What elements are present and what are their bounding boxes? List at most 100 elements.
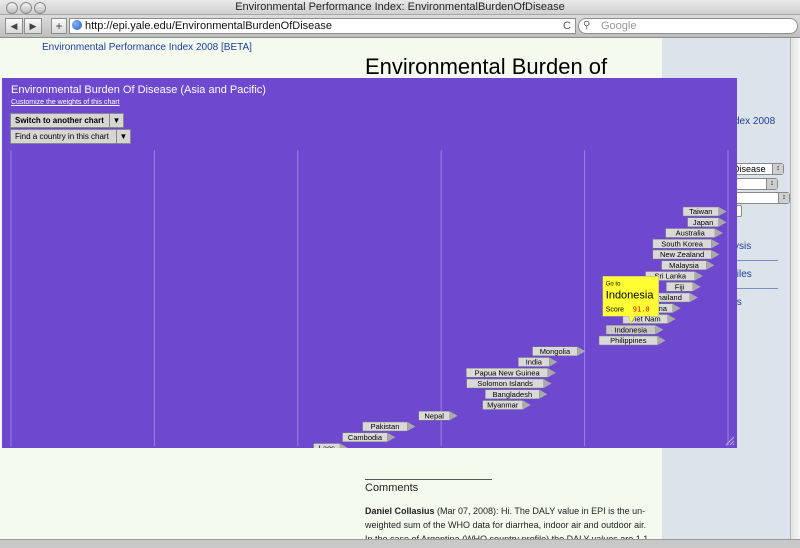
country-label: Indonesia bbox=[615, 325, 648, 334]
search-placeholder: Google bbox=[601, 20, 637, 32]
customize-weights-link[interactable]: Customize the weights of this chart bbox=[11, 99, 120, 106]
country-pointer bbox=[577, 346, 586, 356]
country-marker[interactable]: South Korea bbox=[652, 239, 720, 249]
minimize-window-icon[interactable] bbox=[20, 2, 32, 14]
sidebar-link-epi[interactable]: dex 2008 bbox=[734, 116, 776, 127]
forward-button[interactable]: ▶ bbox=[24, 18, 42, 34]
back-button[interactable]: ◀ bbox=[5, 18, 23, 34]
zoom-window-icon[interactable] bbox=[34, 2, 46, 14]
country-pointer bbox=[718, 217, 727, 227]
site-home-link[interactable]: Environmental Performance Index 2008 [BE… bbox=[42, 42, 252, 53]
tooltip-box bbox=[602, 276, 660, 325]
dropdown-arrow-icon: ▼ bbox=[109, 114, 123, 127]
country-label: Myanmar bbox=[487, 401, 519, 410]
country-marker[interactable]: Solomon Islands bbox=[466, 378, 552, 389]
country-marker[interactable]: Cambodia bbox=[342, 432, 396, 442]
forward-icon: ▶ bbox=[29, 21, 37, 31]
sidebar-link-downloads[interactable]: ts bbox=[734, 297, 742, 308]
window-titlebar: Environmental Performance Index: Environ… bbox=[0, 0, 800, 15]
country-marker[interactable]: Japan bbox=[687, 217, 727, 227]
country-marker[interactable]: Fiji bbox=[666, 282, 701, 292]
indicator-select[interactable]: Disease ↕ bbox=[732, 163, 784, 175]
switch-chart-button[interactable]: Switch to another chart ▼ bbox=[10, 113, 124, 128]
country-label: Japan bbox=[693, 218, 713, 227]
sidebar-link-profiles[interactable]: files bbox=[734, 269, 752, 280]
country-label: India bbox=[526, 358, 543, 367]
close-window-icon[interactable] bbox=[6, 2, 18, 14]
sidebar-divider bbox=[734, 260, 778, 261]
country-pointer bbox=[706, 260, 715, 270]
country-marker[interactable]: Mongolia bbox=[532, 346, 586, 356]
country-label: Viet Nam bbox=[630, 315, 661, 324]
country-label: Bangladesh bbox=[493, 390, 533, 399]
add-bookmark-button[interactable]: + bbox=[51, 18, 67, 34]
country-label: Taiwan bbox=[689, 207, 712, 216]
country-pointer bbox=[547, 368, 556, 378]
country-label-box[interactable] bbox=[313, 443, 341, 449]
window-title: Environmental Performance Index: Environ… bbox=[235, 1, 565, 13]
country-marker[interactable]: Myanmar bbox=[482, 400, 531, 410]
indicator-select-value: Disease bbox=[733, 164, 766, 174]
country-label-box[interactable] bbox=[342, 432, 388, 442]
country-tooltip[interactable]: Go to Indonesia Score 91.0 bbox=[602, 276, 660, 325]
chart-canvas: 020406080100COUNTRY SCORESLaosCambodiaPa… bbox=[10, 150, 729, 449]
country-marker[interactable]: New Zealand bbox=[652, 249, 720, 260]
find-country-button[interactable]: Find a country in this chart ▼ bbox=[10, 129, 131, 144]
tooltip-score-label: Score bbox=[606, 306, 624, 313]
country-label: Cambodia bbox=[348, 433, 383, 442]
country-marker[interactable]: Australia bbox=[665, 228, 723, 238]
country-pointer bbox=[714, 228, 723, 238]
comment-text: Daniel Collasius (Mar 07, 2008): Hi. The… bbox=[365, 504, 650, 539]
country-marker[interactable]: Papua New Guinea bbox=[466, 368, 556, 378]
resize-handle-icon[interactable] bbox=[723, 434, 735, 446]
search-input[interactable]: ⚲ Google bbox=[578, 18, 798, 34]
country-pointer bbox=[655, 325, 664, 335]
country-label: Sri Lanka bbox=[654, 272, 687, 281]
country-label: Fiji bbox=[675, 282, 685, 291]
dropdown-arrow-icon: ▼ bbox=[116, 130, 130, 143]
country-label: Nepal bbox=[424, 411, 444, 420]
country-label: Malaysia bbox=[669, 261, 699, 270]
browser-toolbar: ◀ ▶ + http://epi.yale.edu/EnvironmentalB… bbox=[0, 15, 800, 38]
reload-icon[interactable]: C bbox=[563, 20, 571, 32]
tooltip-score-value: 91.0 bbox=[633, 305, 650, 313]
country-pointer bbox=[387, 432, 396, 442]
chart-title: Environmental Burden Of Disease (Asia an… bbox=[11, 84, 266, 96]
country-pointer bbox=[449, 411, 458, 421]
country-pointer bbox=[692, 282, 701, 292]
country-label: New Zealand bbox=[660, 250, 704, 259]
country-pointer bbox=[711, 250, 720, 259]
select-arrow-icon: ↕ bbox=[772, 164, 783, 174]
country-marker[interactable]: Pakistan bbox=[362, 421, 416, 432]
region-select[interactable]: ↕ bbox=[732, 178, 778, 190]
country-marker[interactable]: Nepal bbox=[418, 411, 458, 421]
country-marker[interactable]: Philippines bbox=[598, 335, 666, 346]
country-pointer bbox=[539, 389, 548, 399]
country-pointer bbox=[407, 422, 416, 431]
sidebar-link-analysis[interactable]: ysis bbox=[734, 241, 752, 252]
country-marker[interactable]: Taiwan bbox=[682, 206, 727, 217]
country-pointer bbox=[711, 239, 720, 249]
country-marker[interactable]: Malaysia bbox=[661, 260, 715, 270]
country-marker[interactable]: Bangladesh bbox=[485, 389, 548, 399]
country-label: Australia bbox=[676, 229, 706, 238]
country-pointer bbox=[657, 336, 666, 345]
country-label: Thailand bbox=[653, 293, 682, 302]
country-marker[interactable]: India bbox=[518, 357, 558, 367]
country-pointer bbox=[339, 443, 348, 448]
country-pointer bbox=[718, 207, 727, 216]
country-marker[interactable]: Laos bbox=[313, 443, 348, 449]
status-bar bbox=[0, 539, 800, 548]
country-pointer bbox=[549, 357, 558, 367]
tooltip-country: Indonesia bbox=[606, 289, 655, 301]
tooltip-goto: Go to bbox=[606, 281, 621, 287]
country-label: Laos bbox=[319, 444, 336, 449]
country-label: Mongolia bbox=[540, 347, 571, 356]
country-marker[interactable]: Indonesia bbox=[605, 325, 664, 335]
plus-icon: + bbox=[55, 19, 63, 33]
country-select[interactable]: ↕ bbox=[732, 192, 790, 204]
comment-body: (Mar 07, 2008): Hi. The DALY value in EP… bbox=[365, 506, 649, 539]
address-bar[interactable]: http://epi.yale.edu/EnvironmentalBurdenO… bbox=[69, 18, 576, 34]
country-pointer bbox=[694, 271, 703, 281]
vertical-scrollbar[interactable] bbox=[790, 38, 800, 539]
